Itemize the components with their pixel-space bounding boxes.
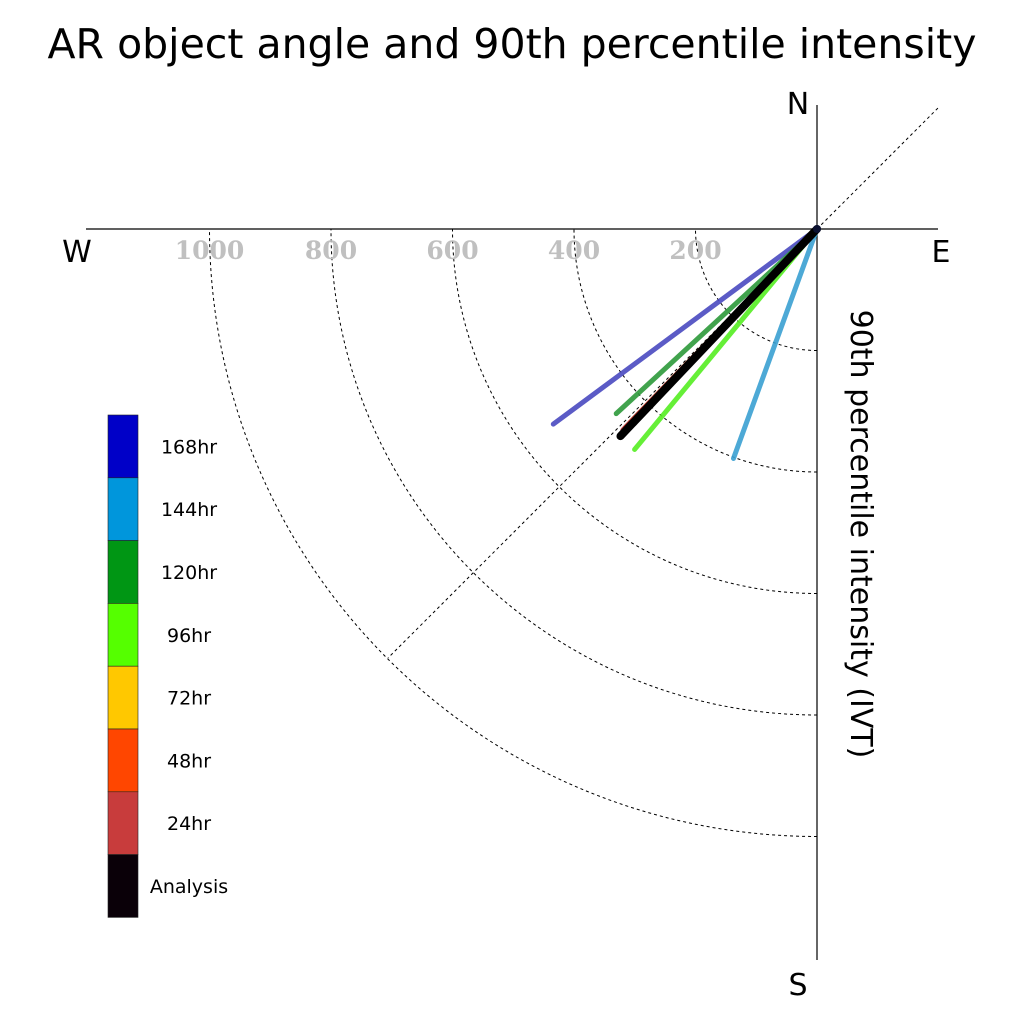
grid-arc-200 bbox=[695, 228, 818, 351]
tick-label-600: 600 bbox=[426, 236, 478, 265]
grid-arc-800 bbox=[330, 228, 818, 716]
vector-analysis bbox=[616, 225, 821, 441]
legend-swatch-120hr bbox=[107, 540, 139, 604]
intensity-vectors bbox=[550, 225, 821, 461]
legend-swatch-168hr bbox=[107, 414, 139, 479]
legend-label-96hr: 96hr bbox=[167, 625, 211, 647]
grid-arc-600 bbox=[452, 228, 818, 594]
compass-north: N bbox=[787, 87, 809, 122]
diagonal-sw-line bbox=[387, 228, 818, 659]
legend-label-72hr: 72hr bbox=[167, 688, 211, 710]
compass-east: E bbox=[932, 235, 951, 270]
legend-swatch-72hr bbox=[107, 665, 139, 730]
legend-label-144hr: 144hr bbox=[161, 499, 217, 521]
grid-arc-1000 bbox=[209, 228, 818, 837]
legend-label-analysis: Analysis bbox=[150, 876, 228, 898]
legend-swatch-analysis bbox=[107, 854, 139, 918]
diagonal-ne-line bbox=[816, 107, 939, 230]
tick-label-400: 400 bbox=[548, 236, 600, 265]
compass-south: S bbox=[788, 968, 807, 1003]
legend: 168hr 144hr 120hr 96hr 72hr 48hr 24hr Analysis bbox=[107, 414, 228, 918]
grid-arc-400 bbox=[573, 228, 818, 473]
legend-swatch-144hr bbox=[107, 477, 139, 541]
chart-title: AR object angle and 90th percentile inte… bbox=[48, 20, 977, 68]
tick-label-1000: 1000 bbox=[175, 236, 245, 265]
y-axis-label: 90th percentile intensity (IVT) bbox=[843, 310, 878, 759]
legend-label-48hr: 48hr bbox=[167, 750, 211, 772]
legend-label-24hr: 24hr bbox=[167, 813, 211, 835]
legend-label-168hr: 168hr bbox=[161, 436, 217, 458]
legend-swatch-96hr bbox=[107, 603, 139, 667]
axes bbox=[86, 105, 939, 960]
vector-144hr bbox=[730, 226, 820, 461]
tick-label-800: 800 bbox=[305, 236, 357, 265]
legend-label-120hr: 120hr bbox=[161, 562, 217, 584]
vector-168hr bbox=[550, 226, 820, 427]
origin-point bbox=[813, 225, 821, 233]
legend-swatch-48hr bbox=[107, 728, 139, 793]
legend-swatch-24hr bbox=[107, 791, 139, 855]
radial-tick-labels: 200 400 600 800 1000 bbox=[175, 236, 722, 265]
tick-label-200: 200 bbox=[669, 236, 721, 265]
compass-west: W bbox=[62, 235, 92, 270]
radial-grid bbox=[209, 228, 818, 837]
